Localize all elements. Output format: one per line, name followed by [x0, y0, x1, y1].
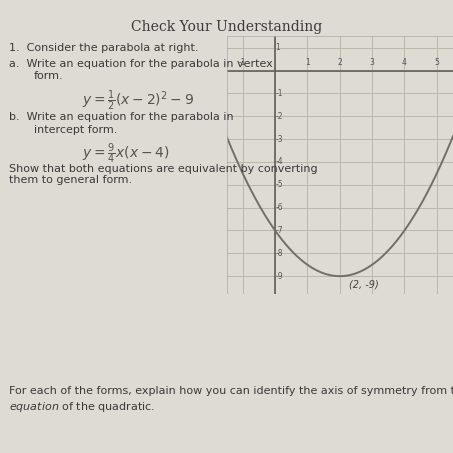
Text: 4: 4 — [402, 58, 407, 67]
Text: $y = \frac{9}{4}x(x-4)$: $y = \frac{9}{4}x(x-4)$ — [82, 141, 169, 166]
Text: -1: -1 — [276, 89, 283, 98]
Text: 1: 1 — [305, 58, 310, 67]
Text: a.  Write an equation for the parabola in vertex: a. Write an equation for the parabola in… — [9, 59, 273, 69]
Text: 5: 5 — [434, 58, 439, 67]
Text: -6: -6 — [276, 203, 283, 212]
Text: Check Your Understanding: Check Your Understanding — [131, 20, 322, 34]
Text: -3: -3 — [276, 135, 283, 144]
Text: -4: -4 — [276, 157, 283, 166]
Text: 3: 3 — [370, 58, 375, 67]
Text: intercept form.: intercept form. — [34, 125, 117, 135]
Text: Show that both equations are equivalent by converting: Show that both equations are equivalent … — [9, 164, 318, 174]
Text: 1.  Consider the parabola at right.: 1. Consider the parabola at right. — [9, 43, 198, 53]
Text: -9: -9 — [276, 272, 283, 281]
Text: -2: -2 — [276, 112, 283, 120]
Text: 1: 1 — [276, 43, 280, 52]
Text: -8: -8 — [276, 249, 283, 258]
Text: $\mathit{equation}$ of the quadratic.: $\mathit{equation}$ of the quadratic. — [9, 400, 155, 414]
Text: $y = \frac{1}{2}(x-2)^2 - 9$: $y = \frac{1}{2}(x-2)^2 - 9$ — [82, 88, 193, 113]
Text: -7: -7 — [276, 226, 283, 235]
Text: -5: -5 — [276, 180, 283, 189]
Text: (2, -9): (2, -9) — [349, 280, 379, 289]
Text: b.  Write an equation for the parabola in: b. Write an equation for the parabola in — [9, 112, 234, 122]
Text: For each of the forms, explain how you can identify the axis of symmetry from th: For each of the forms, explain how you c… — [9, 386, 453, 396]
Text: 2: 2 — [337, 58, 342, 67]
Text: them to general form.: them to general form. — [9, 175, 132, 185]
Text: -1: -1 — [239, 58, 246, 67]
Text: form.: form. — [34, 71, 63, 81]
